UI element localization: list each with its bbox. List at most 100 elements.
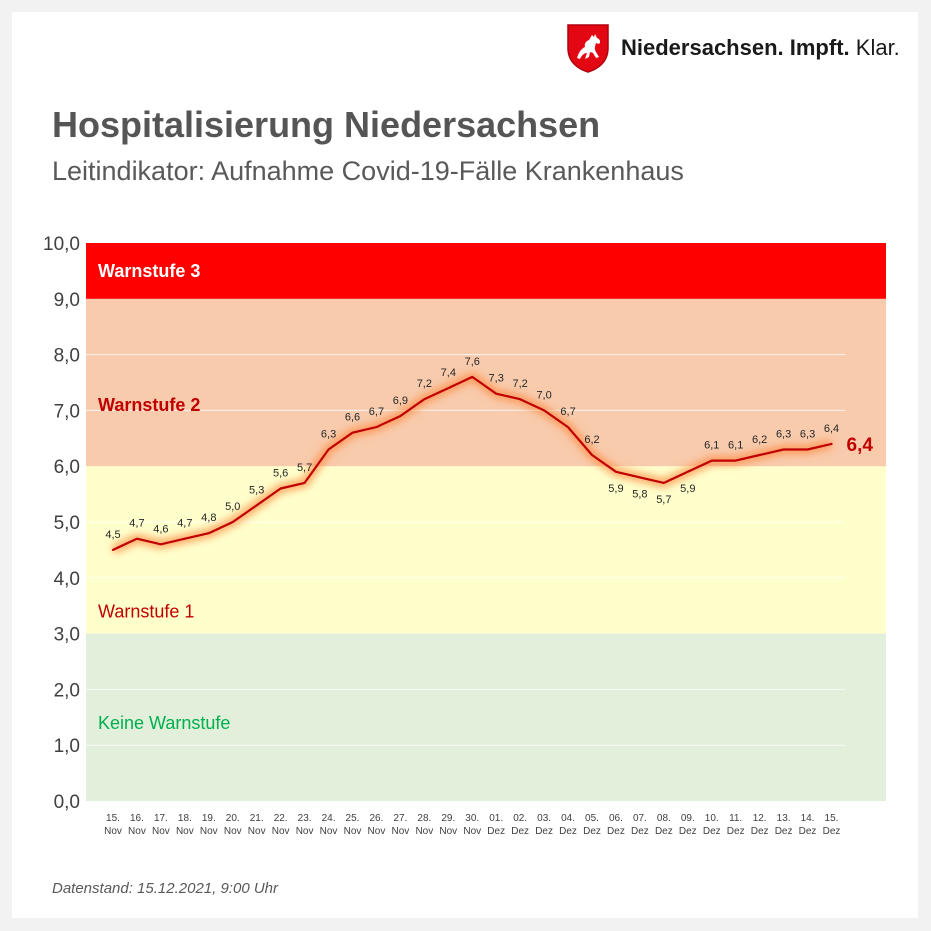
data-label: 6,1 [728, 440, 743, 452]
band-label: Warnstufe 3 [98, 261, 200, 281]
x-tick-month: Dez [631, 826, 649, 837]
x-tick-month: Nov [248, 826, 266, 837]
y-tick-label: 3,0 [54, 625, 80, 646]
band-1 [86, 466, 886, 634]
data-label: 6,1 [704, 440, 719, 452]
data-label: 6,7 [369, 406, 384, 418]
x-tick-day: 03. [537, 813, 551, 824]
x-tick-day: 13. [777, 813, 791, 824]
y-tick-label: 5,0 [54, 513, 80, 534]
data-label: 6,6 [345, 412, 360, 424]
data-label: 5,7 [297, 462, 312, 474]
data-label: 7,3 [489, 373, 504, 385]
x-tick-month: Nov [320, 826, 338, 837]
x-tick-day: 19. [202, 813, 216, 824]
data-label: 7,4 [441, 367, 456, 379]
data-timestamp: Datenstand: 15.12.2021, 9:00 Uhr [52, 880, 278, 897]
data-label: 4,7 [177, 518, 192, 530]
data-label: 5,9 [608, 483, 623, 495]
data-label: 6,9 [393, 395, 408, 407]
x-tick-month: Dez [655, 826, 673, 837]
x-tick-month: Nov [439, 826, 457, 837]
x-tick-month: Nov [463, 826, 481, 837]
x-tick-day: 08. [657, 813, 671, 824]
x-tick-day: 22. [274, 813, 288, 824]
x-tick-day: 24. [322, 813, 336, 824]
x-tick-day: 18. [178, 813, 192, 824]
x-tick-month: Nov [176, 826, 194, 837]
x-tick-day: 28. [417, 813, 431, 824]
brand-name: Niedersachsen. Impft. [621, 35, 850, 60]
x-tick-day: 16. [130, 813, 144, 824]
x-tick-month: Nov [368, 826, 386, 837]
y-tick-label: 0,0 [54, 792, 80, 813]
x-tick-day: 20. [226, 813, 240, 824]
band-label: Keine Warnstufe [98, 713, 230, 733]
x-tick-month: Nov [415, 826, 433, 837]
band-label: Warnstufe 2 [98, 395, 200, 415]
y-tick-label: 6,0 [54, 457, 80, 478]
x-tick-month: Dez [799, 826, 817, 837]
data-label: 6,2 [752, 434, 767, 446]
x-tick-month: Nov [152, 826, 170, 837]
x-tick-day: 15. [825, 813, 839, 824]
x-tick-month: Dez [559, 826, 577, 837]
logo: Niedersachsen. Impft. Klar. [565, 22, 900, 74]
y-tick-label: 8,0 [54, 346, 80, 367]
data-label: 7,0 [536, 389, 551, 401]
data-label: 4,5 [105, 529, 120, 541]
x-tick-day: 06. [609, 813, 623, 824]
band-0 [86, 633, 886, 801]
x-tick-month: Dez [535, 826, 553, 837]
data-label: 7,2 [417, 378, 432, 390]
x-tick-day: 07. [633, 813, 647, 824]
data-label: 5,3 [249, 484, 264, 496]
y-tick-label: 4,0 [54, 569, 80, 590]
data-label: 7,2 [513, 378, 528, 390]
data-label: 6,4 [824, 423, 839, 435]
x-tick-day: 11. [729, 813, 742, 824]
x-tick-day: 15. [106, 813, 120, 824]
x-tick-day: 21. [250, 813, 264, 824]
x-tick-month: Nov [224, 826, 242, 837]
data-label: 6,2 [584, 434, 599, 446]
data-label: 6,7 [560, 406, 575, 418]
x-tick-day: 04. [561, 813, 575, 824]
x-tick-month: Nov [272, 826, 290, 837]
x-tick-day: 01. [489, 813, 503, 824]
data-label: 6,3 [776, 428, 791, 440]
data-label: 6,3 [321, 428, 336, 440]
data-label: 4,7 [129, 518, 144, 530]
band-3 [86, 243, 886, 299]
y-tick-label: 2,0 [54, 680, 80, 701]
data-label: 5,9 [680, 483, 695, 495]
x-tick-day: 29. [441, 813, 455, 824]
y-tick-label: 7,0 [54, 401, 80, 422]
page-title: Hospitalisierung Niedersachsen [52, 104, 601, 145]
x-tick-day: 05. [585, 813, 599, 824]
x-tick-month: Dez [703, 826, 721, 837]
data-label: 5,7 [656, 494, 671, 506]
x-tick-day: 30. [465, 813, 479, 824]
data-label: 7,6 [465, 356, 480, 368]
x-tick-day: 02. [513, 813, 527, 824]
data-label: 5,8 [632, 488, 647, 500]
x-tick-day: 26. [369, 813, 383, 824]
x-tick-month: Dez [679, 826, 697, 837]
band-label: Warnstufe 1 [98, 601, 194, 621]
data-label: 4,6 [153, 523, 168, 535]
lower-saxony-horse-coat-of-arms-icon [567, 24, 609, 73]
x-tick-month: Dez [583, 826, 601, 837]
data-label: 5,6 [273, 468, 288, 480]
y-tick-label: 10,0 [43, 234, 80, 255]
x-tick-day: 10. [705, 813, 719, 824]
x-tick-month: Nov [128, 826, 146, 837]
x-tick-day: 14. [801, 813, 815, 824]
x-tick-month: Dez [607, 826, 625, 837]
x-tick-day: 27. [393, 813, 407, 824]
latest-value-label: 6,4 [847, 435, 874, 456]
page-subtitle: Leitindikator: Aufnahme Covid-19-Fälle K… [52, 156, 684, 186]
x-tick-month: Nov [392, 826, 410, 837]
x-tick-month: Dez [823, 826, 841, 837]
